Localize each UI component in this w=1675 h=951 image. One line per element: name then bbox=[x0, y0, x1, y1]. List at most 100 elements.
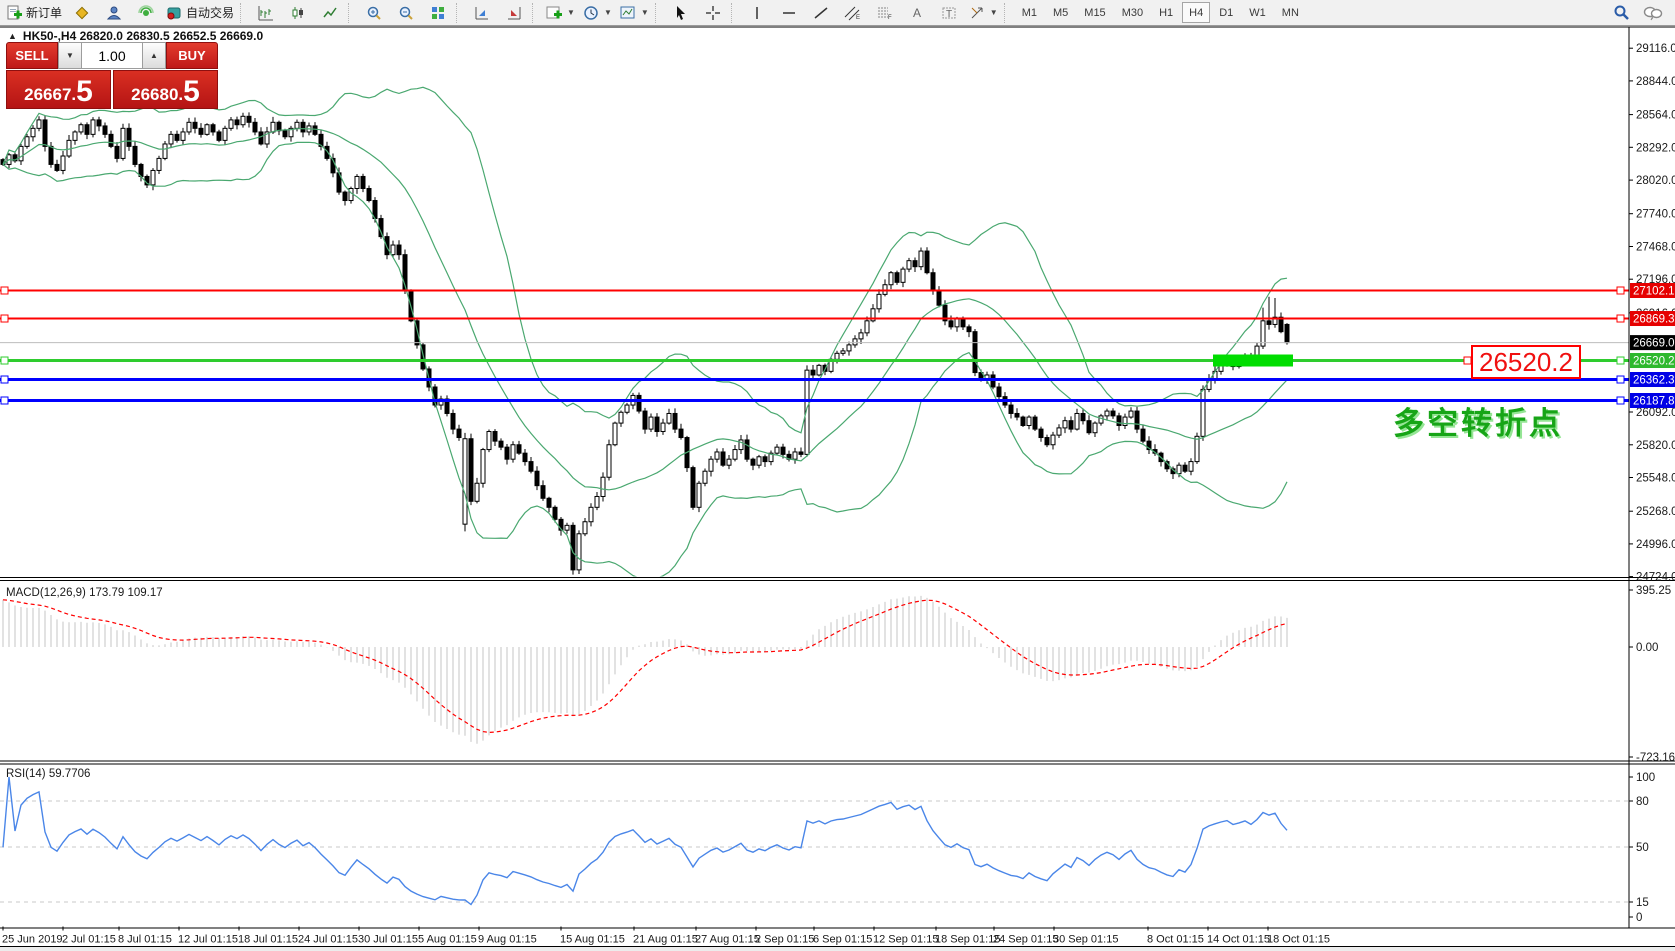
annotation-turning-point[interactable]: 多空转折点 bbox=[1393, 406, 1563, 441]
timeframe-button-h4[interactable]: H4 bbox=[1182, 2, 1211, 23]
horizontal-line-button[interactable] bbox=[773, 1, 805, 25]
vertical-line-icon bbox=[756, 6, 758, 19]
candle bbox=[1110, 410, 1116, 417]
time-axis-label: 14 Oct 01:15 bbox=[1207, 934, 1270, 946]
toolbar-separator bbox=[532, 2, 540, 23]
timeframe-button-m15[interactable]: M15 bbox=[1084, 6, 1106, 19]
new-order-button[interactable]: 新订单 bbox=[2, 1, 66, 25]
cursor-button[interactable] bbox=[665, 1, 697, 25]
candle bbox=[660, 422, 666, 433]
candle bbox=[108, 133, 114, 147]
vertical-line-button[interactable] bbox=[741, 1, 773, 25]
candle bbox=[18, 145, 24, 162]
volume-decrease-button[interactable]: ▼ bbox=[58, 42, 82, 69]
tile-windows-button[interactable] bbox=[422, 1, 454, 25]
candle bbox=[900, 268, 906, 283]
candle bbox=[486, 431, 492, 451]
price-axis-label: 24724.0 bbox=[1636, 572, 1675, 584]
arrange-left-button[interactable] bbox=[466, 1, 498, 25]
line-anchor-marker[interactable] bbox=[0, 356, 9, 365]
market-watch-button[interactable] bbox=[66, 1, 98, 25]
rsi-axis-label: 15 bbox=[1636, 897, 1649, 909]
candle bbox=[1176, 464, 1182, 475]
arrange-right-button[interactable] bbox=[498, 1, 530, 25]
periods-button[interactable]: ▼ bbox=[579, 1, 616, 25]
timeframe-button-m5[interactable]: M5 bbox=[1053, 6, 1069, 19]
buy-button[interactable]: BUY bbox=[166, 42, 218, 69]
text-label-button[interactable]: T bbox=[933, 1, 965, 25]
price-axis-label: 28020.0 bbox=[1636, 175, 1675, 187]
timeframe-button-w1[interactable]: W1 bbox=[1249, 6, 1266, 19]
trendline-icon bbox=[814, 6, 828, 19]
line-anchor-marker[interactable] bbox=[0, 314, 9, 323]
candle bbox=[612, 422, 618, 446]
candle bbox=[72, 131, 78, 141]
line-anchor-marker[interactable] bbox=[1616, 375, 1625, 384]
candle bbox=[1086, 420, 1092, 434]
indicators-add-icon bbox=[546, 6, 563, 18]
templates-button[interactable]: ▼ bbox=[616, 1, 653, 25]
line-anchor-marker[interactable] bbox=[1616, 286, 1625, 295]
time-axis-label: 15 Aug 01:15 bbox=[560, 934, 625, 946]
zoom-out-button[interactable] bbox=[390, 1, 422, 25]
timeframe-button-h1[interactable]: H1 bbox=[1159, 6, 1174, 19]
volume-input[interactable]: 1.00 bbox=[82, 42, 142, 69]
sell-button[interactable]: SELL bbox=[6, 42, 58, 69]
fibonacci-button[interactable]: F bbox=[869, 1, 901, 25]
market-watch-icon bbox=[75, 6, 89, 19]
text-button[interactable]: A bbox=[901, 1, 933, 25]
candle bbox=[708, 458, 714, 472]
candle bbox=[624, 404, 630, 413]
candle bbox=[240, 115, 246, 126]
candlestick-button[interactable] bbox=[282, 1, 314, 25]
line-anchor-marker[interactable] bbox=[0, 375, 9, 384]
timeframe-button-m30[interactable]: M30 bbox=[1121, 6, 1144, 19]
one-click-trading-panel: SELL ▼ 1.00 ▲ BUY 26667. 5 26680. 5 bbox=[6, 42, 218, 109]
line-anchor-marker[interactable] bbox=[1616, 356, 1625, 365]
navigator-button[interactable] bbox=[130, 1, 162, 25]
panel-collapse-arrow[interactable]: ▲ bbox=[8, 31, 17, 41]
crosshair-button[interactable] bbox=[697, 1, 729, 25]
price-axis-label: 29116.0 bbox=[1636, 43, 1675, 55]
timeframe-button-m1[interactable]: M1 bbox=[1021, 6, 1037, 19]
line-anchor-marker[interactable] bbox=[0, 396, 9, 405]
buy-price-dot: . bbox=[178, 85, 184, 104]
indicators-button[interactable]: ▼ bbox=[542, 1, 579, 25]
timeframe-button-d1[interactable]: D1 bbox=[1219, 6, 1234, 19]
search-button[interactable] bbox=[1605, 1, 1637, 25]
data-window-button[interactable] bbox=[98, 1, 130, 25]
price-level-label[interactable]: 26520.2 bbox=[1471, 345, 1581, 379]
label-anchor-marker[interactable] bbox=[1463, 356, 1472, 365]
candle bbox=[1194, 435, 1200, 463]
trendline-button[interactable] bbox=[805, 1, 837, 25]
candle bbox=[732, 449, 738, 460]
buy-price-panel[interactable]: 26680. 5 bbox=[113, 70, 218, 109]
navigator-icon bbox=[138, 4, 154, 16]
candle bbox=[1104, 410, 1110, 417]
volume-increase-button[interactable]: ▲ bbox=[142, 42, 166, 69]
candle bbox=[282, 130, 288, 138]
macd-signal-line bbox=[2, 599, 1288, 734]
candle bbox=[498, 440, 504, 448]
sell-price-panel[interactable]: 26667. 5 bbox=[6, 70, 111, 109]
chat-button[interactable] bbox=[1637, 1, 1669, 25]
line-anchor-marker[interactable] bbox=[1616, 396, 1625, 405]
zoom-in-button[interactable] bbox=[358, 1, 390, 25]
bar-chart-button[interactable] bbox=[250, 1, 282, 25]
chart-title-row: ▲ HK50-,H4 26820.0 26830.5 26652.5 26669… bbox=[8, 29, 263, 43]
candle bbox=[936, 290, 942, 306]
highlight-segment[interactable] bbox=[1213, 354, 1293, 367]
candle bbox=[288, 127, 294, 138]
template-icon bbox=[620, 6, 635, 18]
line-chart-button[interactable] bbox=[314, 1, 346, 25]
main-chart-canvas[interactable]: 29116.0 28844.0 28564.0 28292.0 28020.0 27740… bbox=[0, 26, 1675, 951]
timeframe-button-mn[interactable]: MN bbox=[1281, 6, 1299, 19]
channel-button[interactable]: E bbox=[837, 1, 869, 25]
line-anchor-marker[interactable] bbox=[0, 286, 9, 295]
line-anchor-marker[interactable] bbox=[1616, 314, 1625, 323]
candle bbox=[756, 456, 762, 466]
autotrading-button[interactable]: 自动交易 bbox=[162, 1, 238, 25]
shapes-button[interactable]: ▼ bbox=[965, 1, 1002, 25]
candle bbox=[150, 169, 156, 186]
